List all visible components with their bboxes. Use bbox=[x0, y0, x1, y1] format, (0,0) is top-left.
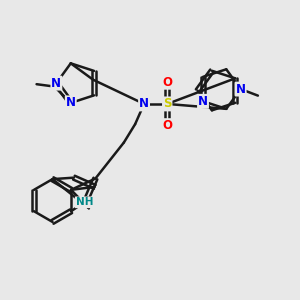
Text: S: S bbox=[163, 98, 172, 110]
Text: NH: NH bbox=[76, 197, 93, 207]
Text: N: N bbox=[198, 95, 208, 108]
Text: O: O bbox=[162, 76, 172, 89]
Text: N: N bbox=[66, 96, 76, 110]
Text: N: N bbox=[236, 82, 246, 96]
Text: N: N bbox=[51, 76, 62, 90]
Text: N: N bbox=[139, 98, 149, 110]
Text: O: O bbox=[162, 119, 172, 132]
